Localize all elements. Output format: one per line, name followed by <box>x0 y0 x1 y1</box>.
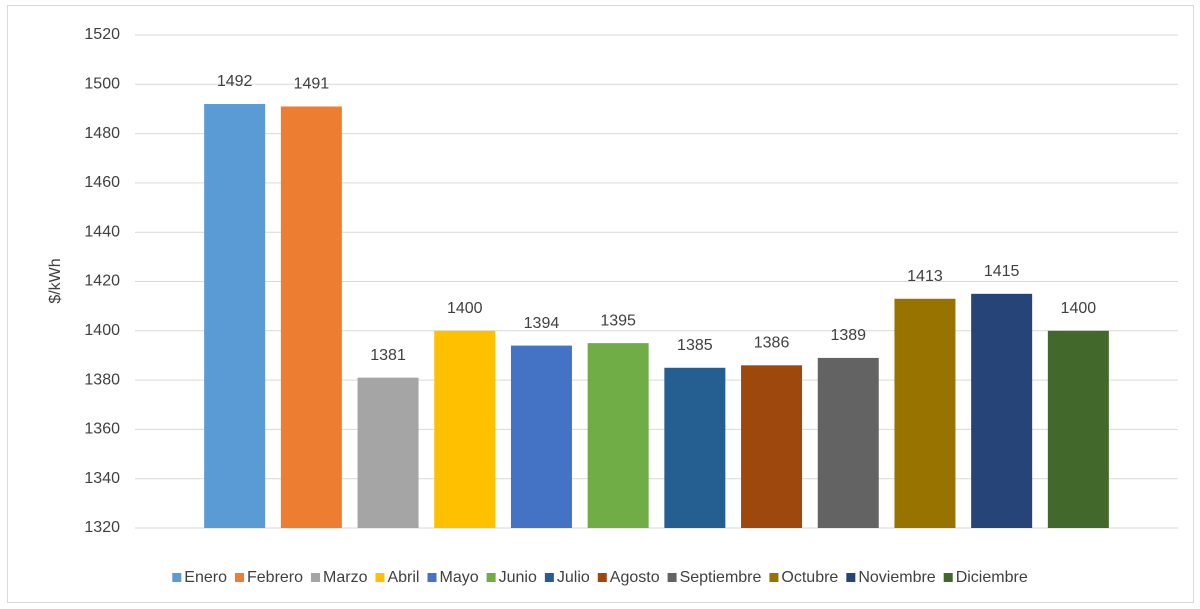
value-label: 1400 <box>447 300 483 317</box>
bar <box>280 106 342 529</box>
bar <box>510 345 572 528</box>
legend-label: Mayo <box>439 569 478 586</box>
legend-swatch <box>544 573 554 582</box>
value-label: 1395 <box>600 312 636 329</box>
bar <box>664 367 726 528</box>
value-label: 1491 <box>294 76 330 93</box>
legend-label: Octubre <box>781 569 838 586</box>
bar <box>741 365 803 528</box>
y-tick-label: 1420 <box>84 273 120 290</box>
legend-label: Enero <box>184 569 227 586</box>
legend-swatch <box>234 573 244 582</box>
bar <box>1047 330 1109 528</box>
value-label: 1394 <box>524 315 560 332</box>
legend-label: Noviembre <box>858 569 935 586</box>
bar <box>587 343 649 528</box>
value-label: 1385 <box>677 337 713 354</box>
y-tick-label: 1460 <box>84 174 120 191</box>
y-tick-label: 1500 <box>84 76 120 93</box>
legend-swatch <box>486 573 496 582</box>
legend-label: Agosto <box>610 569 660 586</box>
legend-label: Diciembre <box>956 569 1028 586</box>
bar <box>817 357 879 528</box>
legend-swatch <box>172 573 182 582</box>
value-label: 1415 <box>984 263 1020 280</box>
bar <box>971 293 1033 528</box>
legend-label: Septiembre <box>680 569 762 586</box>
value-label: 1413 <box>907 268 943 285</box>
legend-swatch <box>427 573 437 582</box>
y-tick-label: 1320 <box>84 519 120 536</box>
y-tick-label: 1400 <box>84 322 120 339</box>
bar <box>434 330 496 528</box>
legend-swatch <box>311 573 321 582</box>
y-tick-label: 1360 <box>84 421 120 438</box>
value-label: 1386 <box>754 335 790 352</box>
bar <box>357 377 419 528</box>
bar <box>894 298 956 528</box>
legend-swatch <box>375 573 385 582</box>
legend-label: Abril <box>387 569 419 586</box>
legend-swatch <box>943 573 953 582</box>
bar <box>204 104 266 529</box>
legend-swatch <box>667 573 677 582</box>
legend: Enero Febrero Marzo Abril Mayo Junio Julio Agos… <box>172 569 1028 586</box>
y-axis-title: $/kWh <box>47 258 64 303</box>
value-label: 1389 <box>830 327 866 344</box>
legend-swatch <box>769 573 779 582</box>
y-tick-label: 1480 <box>84 125 120 142</box>
y-tick-label: 1340 <box>84 470 120 487</box>
legend-label: Febrero <box>247 569 303 586</box>
y-tick-label: 1520 <box>84 26 120 43</box>
value-label: 1381 <box>370 347 406 364</box>
legend-swatch <box>846 573 856 582</box>
legend-label: Marzo <box>323 569 368 586</box>
legend-label: Julio <box>557 569 590 586</box>
y-tick-label: 1380 <box>84 371 120 388</box>
value-label: 1400 <box>1061 300 1097 317</box>
legend-label: Junio <box>499 569 537 586</box>
value-label: 1492 <box>217 73 253 90</box>
y-tick-label: 1440 <box>84 223 120 240</box>
legend-swatch <box>597 573 607 582</box>
